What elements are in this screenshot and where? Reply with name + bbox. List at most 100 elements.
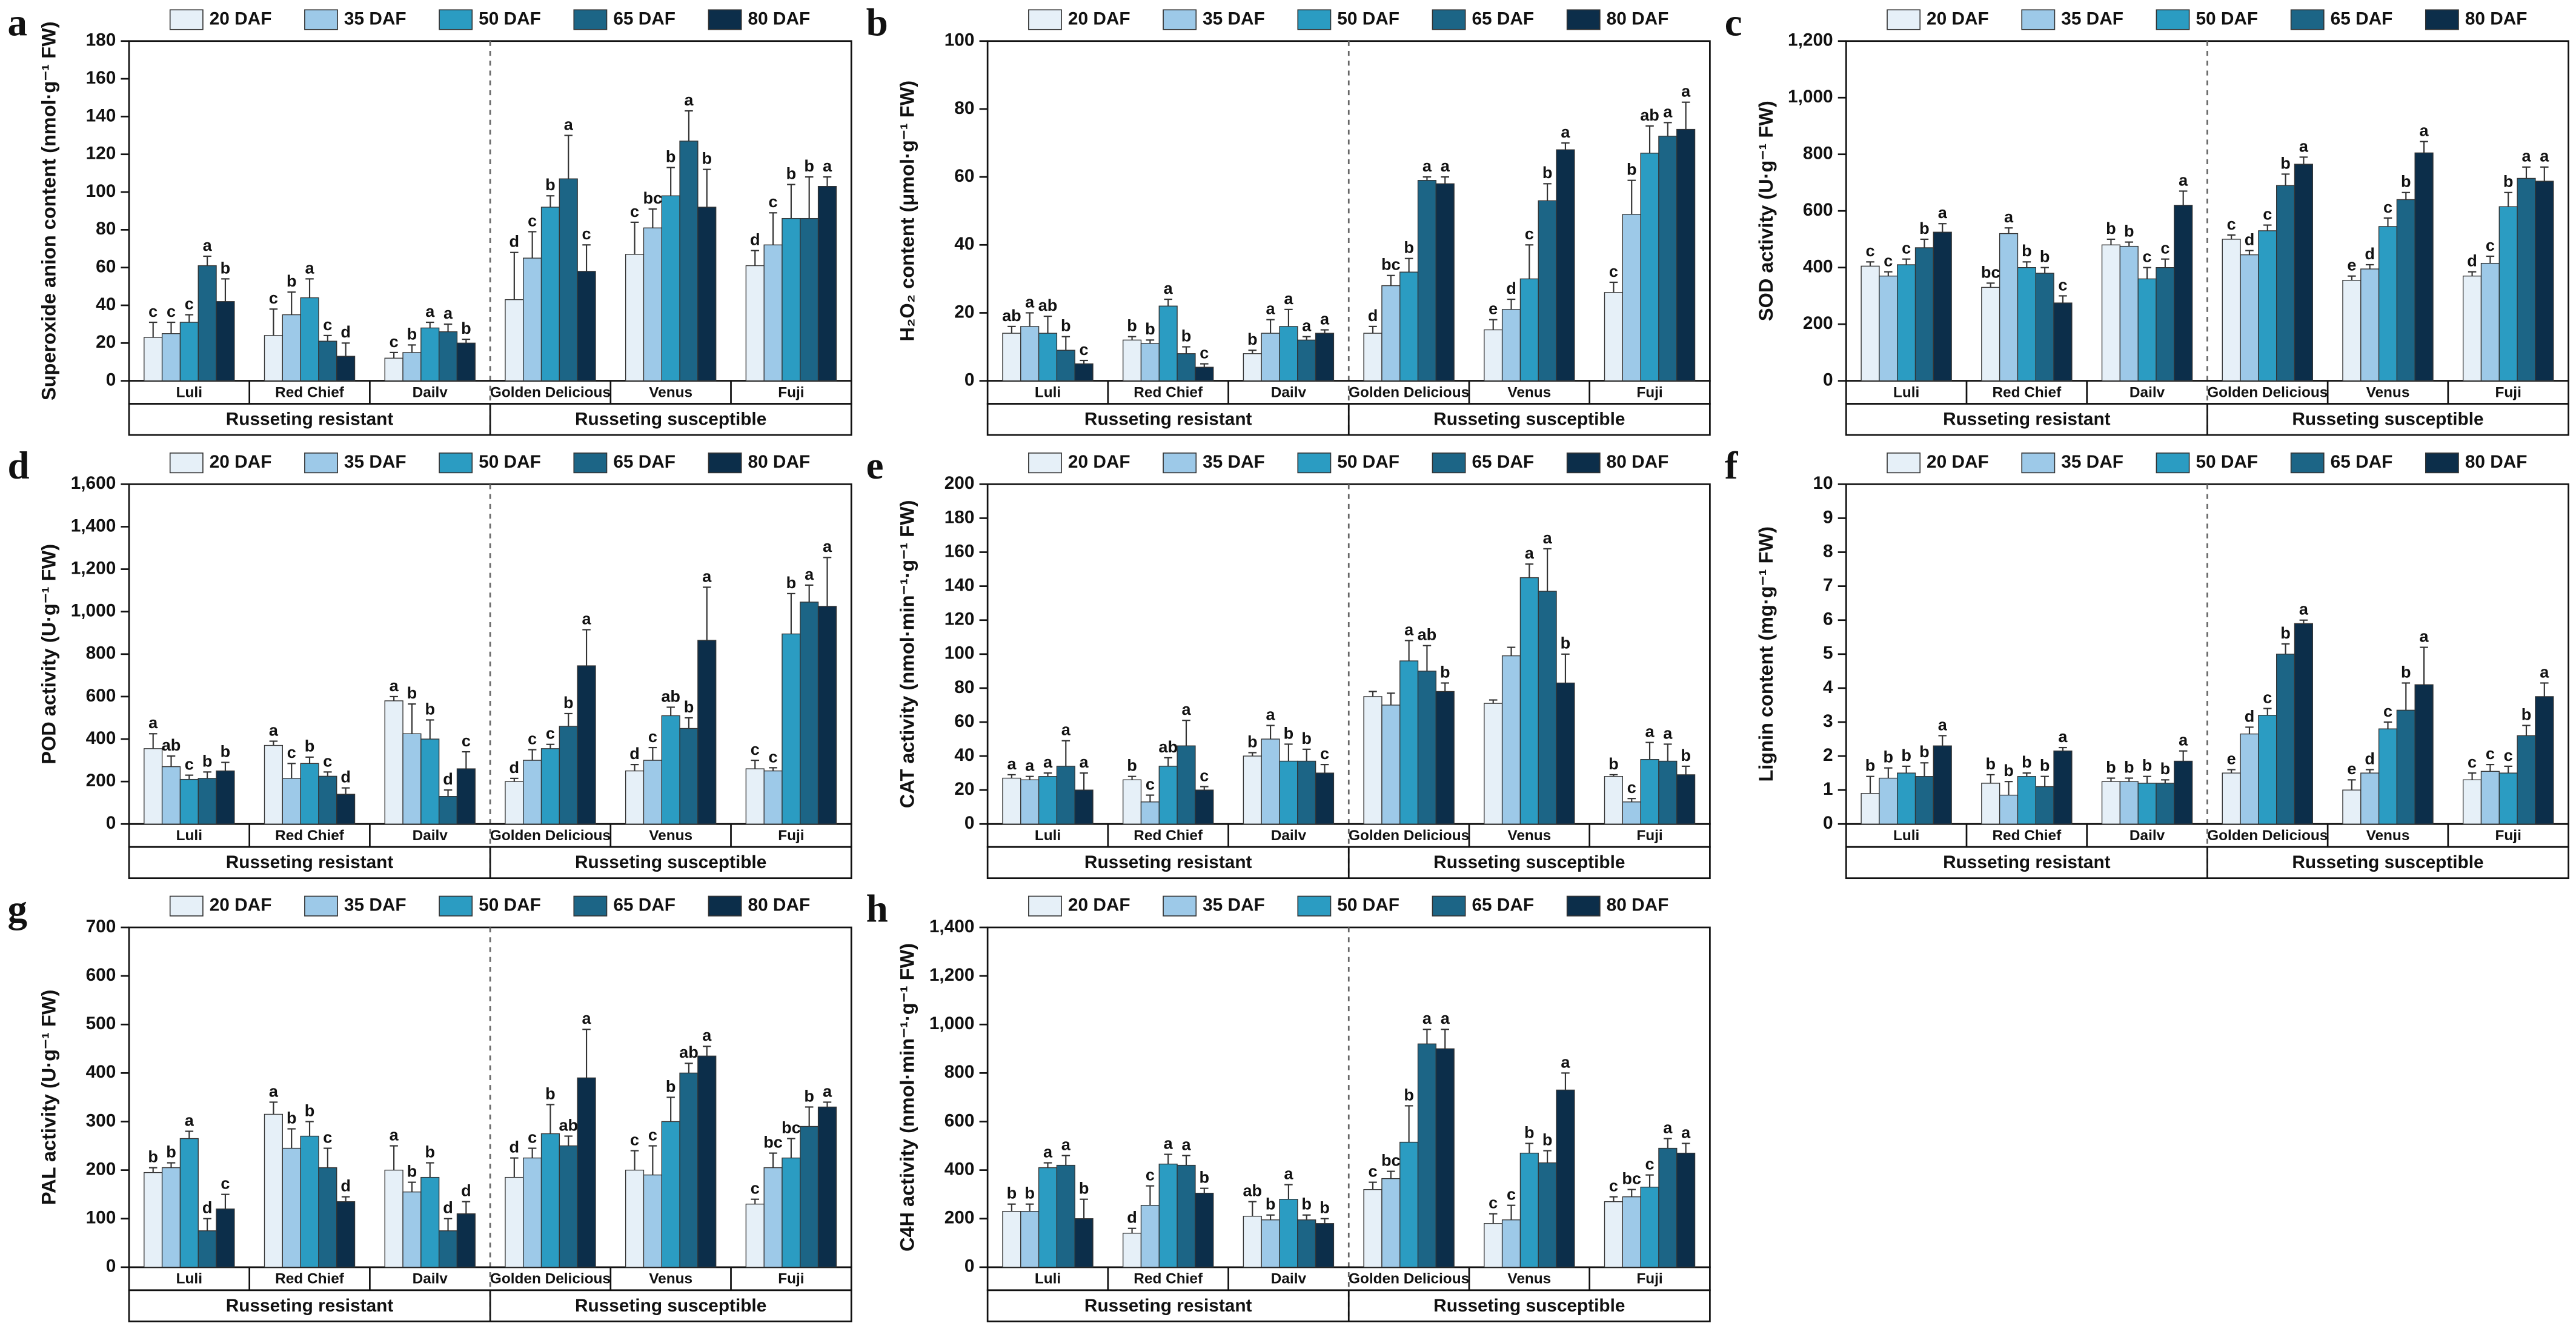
bar xyxy=(643,227,662,382)
legend-swatch xyxy=(708,9,742,30)
bar xyxy=(2101,781,2121,824)
category-label: Fuji xyxy=(1636,827,1662,844)
bar xyxy=(198,265,217,382)
legend-label: 65 DAF xyxy=(613,452,676,472)
category-label: Red Chief xyxy=(1134,827,1203,844)
significance-label: b xyxy=(1919,742,1930,761)
category-label: Golden Delicious xyxy=(490,1271,611,1287)
significance-label: a xyxy=(1663,102,1673,121)
bar xyxy=(523,1157,542,1268)
significance-label: b xyxy=(684,697,694,716)
bar xyxy=(2053,750,2073,824)
bar xyxy=(1074,789,1094,824)
bar xyxy=(144,748,163,824)
significance-label: b xyxy=(1404,238,1414,257)
significance-label: b xyxy=(1404,1085,1414,1104)
significance-label: a xyxy=(1422,1009,1432,1027)
bar xyxy=(679,1072,699,1268)
significance-label: e xyxy=(2347,256,2356,274)
significance-label: a xyxy=(1061,720,1071,739)
significance-label: a xyxy=(2540,662,2549,681)
significance-label: b xyxy=(1320,1198,1330,1217)
bar xyxy=(1195,789,1214,824)
category-label: Fuji xyxy=(2495,827,2521,844)
bar xyxy=(1399,660,1419,824)
legend-swatch xyxy=(304,453,338,474)
bar xyxy=(456,768,476,824)
bar xyxy=(2119,245,2139,382)
bar xyxy=(1381,285,1401,382)
significance-label: b xyxy=(1284,723,1294,742)
y-axis-label: SOD activity (U·g⁻¹ FW) xyxy=(1755,101,1777,321)
y-tick-label: 60 xyxy=(954,166,974,186)
significance-label: d xyxy=(1127,1208,1137,1227)
y-tick-label: 200 xyxy=(1803,313,1833,333)
significance-label: a xyxy=(1266,299,1276,318)
bar xyxy=(420,738,440,824)
legend-swatch xyxy=(439,453,473,474)
significance-label: c xyxy=(1489,1193,1498,1212)
legend-swatch xyxy=(1163,9,1197,30)
significance-label: a xyxy=(1422,156,1432,175)
bar xyxy=(318,775,337,824)
significance-label: b xyxy=(2040,756,2050,775)
bar xyxy=(1158,305,1178,382)
significance-label: a xyxy=(443,303,453,322)
category-label: Golden Delicious xyxy=(1349,827,1469,844)
legend-swatch xyxy=(1432,453,1466,474)
group-label: Russeting resistant xyxy=(226,852,394,872)
bar xyxy=(1158,1163,1178,1268)
bar xyxy=(144,337,163,382)
bar xyxy=(336,356,356,382)
y-tick-label: 0 xyxy=(1823,813,1833,833)
significance-label: a xyxy=(1441,156,1450,175)
bar xyxy=(1158,766,1178,824)
y-tick-label: 1,600 xyxy=(71,473,116,493)
bar xyxy=(1622,801,1641,824)
bar xyxy=(420,327,440,382)
y-tick-label: 9 xyxy=(1823,507,1833,527)
significance-label: b xyxy=(666,147,676,165)
y-tick-label: 400 xyxy=(86,1062,116,1082)
bar xyxy=(1538,1162,1557,1268)
bar xyxy=(384,1169,403,1268)
category-label: Dailv xyxy=(2130,384,2165,400)
bar xyxy=(559,726,578,824)
y-tick-label: 100 xyxy=(86,181,116,201)
significance-label: ab xyxy=(162,735,181,754)
bar xyxy=(1501,309,1521,382)
legend-label: 50 DAF xyxy=(479,452,541,472)
legend-swatch xyxy=(1163,895,1197,917)
category-label: Golden Delicious xyxy=(490,384,611,400)
significance-label: c xyxy=(185,755,194,774)
y-tick-label: 600 xyxy=(1803,200,1833,220)
significance-label: a xyxy=(2420,121,2429,140)
bar xyxy=(679,141,699,382)
y-tick-label: 100 xyxy=(86,1208,116,1228)
significance-label: bc xyxy=(1381,1151,1401,1170)
y-tick-label: 200 xyxy=(944,1208,975,1228)
y-tick-label: 0 xyxy=(964,370,975,390)
bar xyxy=(2414,152,2434,382)
significance-label: d xyxy=(1506,279,1516,297)
bar xyxy=(300,1135,319,1268)
significance-label: c xyxy=(769,192,778,211)
legend-swatch xyxy=(2425,9,2459,30)
y-tick-label: 600 xyxy=(86,686,116,706)
y-tick-label: 200 xyxy=(86,1159,116,1179)
y-tick-label: 800 xyxy=(1803,144,1833,164)
group-label: Russeting susceptible xyxy=(1433,1296,1625,1316)
y-axis-label: C4H activity (nmol·min⁻¹·g⁻¹ FW) xyxy=(897,943,918,1252)
bar xyxy=(456,1213,476,1268)
legend-swatch xyxy=(1297,9,1332,30)
legend-label: 35 DAF xyxy=(344,895,407,915)
bar xyxy=(318,340,337,382)
legend-swatch xyxy=(1566,895,1601,917)
significance-label: ab xyxy=(1243,1181,1262,1200)
significance-label: a xyxy=(1025,756,1035,775)
legend-label: 80 DAF xyxy=(2465,8,2528,28)
panel-label: f xyxy=(1725,444,1739,488)
legend-swatch xyxy=(1887,453,1921,474)
category-label: Venus xyxy=(2366,384,2410,400)
bar xyxy=(523,257,542,382)
